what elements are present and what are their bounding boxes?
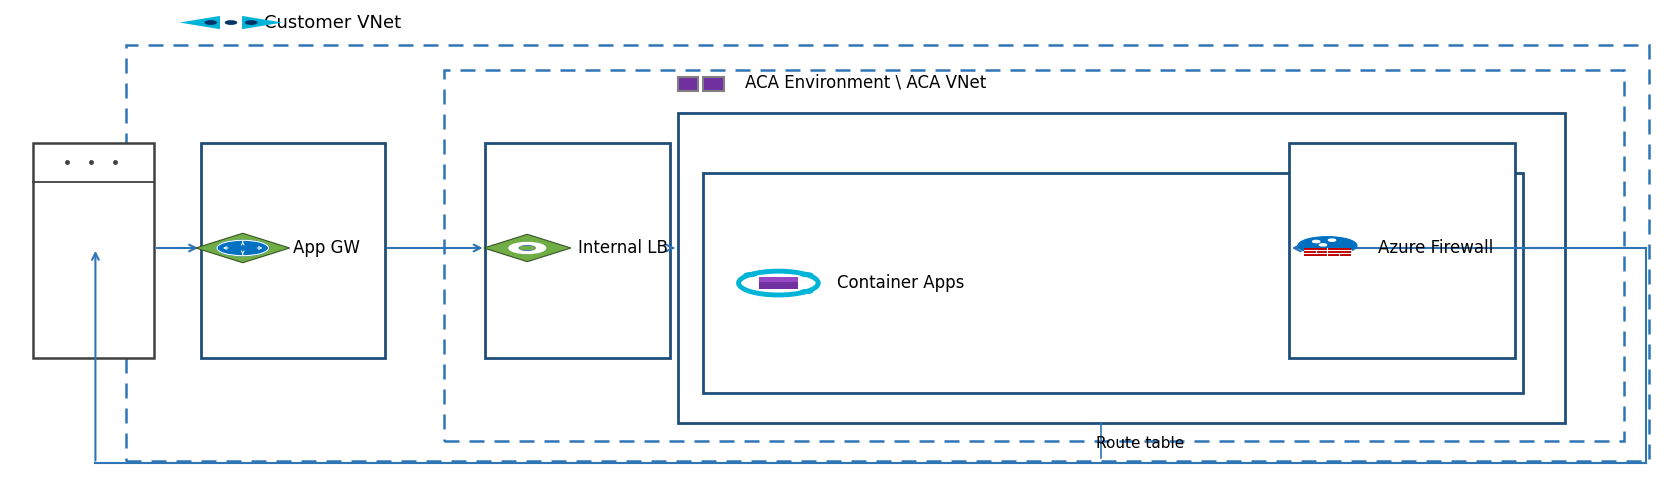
Circle shape (1312, 240, 1318, 242)
Bar (758, 277, 798, 282)
Bar (443, 70, 1623, 441)
Circle shape (1297, 237, 1357, 255)
Bar (125, 45, 1648, 461)
Text: Internal LB: Internal LB (577, 239, 668, 257)
Bar (1303, 247, 1350, 256)
Bar (678, 77, 698, 91)
Circle shape (800, 290, 811, 293)
Circle shape (1328, 239, 1335, 241)
Text: Route table: Route table (1096, 436, 1184, 451)
Polygon shape (196, 233, 289, 263)
Circle shape (1318, 244, 1325, 246)
Circle shape (744, 273, 756, 277)
Bar (485, 143, 669, 358)
Circle shape (246, 21, 256, 24)
Bar (678, 113, 1564, 423)
Text: App GW: App GW (293, 239, 360, 257)
Circle shape (800, 273, 811, 277)
Bar (1288, 143, 1514, 358)
Bar (703, 77, 723, 91)
Text: ACA Environment \ ACA VNet: ACA Environment \ ACA VNet (744, 74, 985, 92)
Circle shape (519, 245, 535, 250)
Bar (33, 143, 154, 358)
Bar (758, 277, 798, 289)
Circle shape (206, 21, 216, 24)
Circle shape (217, 240, 268, 256)
Text: Container Apps: Container Apps (836, 274, 964, 292)
Polygon shape (179, 16, 219, 29)
Text: Customer VNet: Customer VNet (264, 14, 402, 32)
Bar (201, 143, 385, 358)
Text: Azure Firewall: Azure Firewall (1377, 239, 1492, 257)
Circle shape (226, 21, 236, 24)
Bar (703, 173, 1522, 393)
Polygon shape (243, 16, 283, 29)
Polygon shape (483, 234, 570, 262)
Circle shape (509, 242, 545, 254)
